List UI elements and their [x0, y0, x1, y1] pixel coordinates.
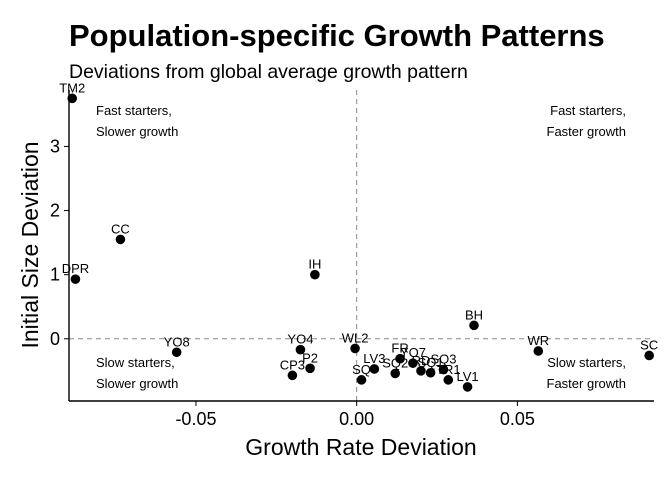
data-point-label: P2: [302, 350, 318, 365]
data-point-label: FR: [391, 341, 408, 356]
axes: [68, 90, 654, 402]
quadrant-labels: Fast starters, Slower growth Fast starters…: [96, 103, 626, 391]
data-point: [462, 382, 473, 392]
data-point: [356, 375, 367, 385]
data-point: [443, 375, 454, 385]
data-point: [305, 363, 315, 374]
data-point-label: YO4: [287, 332, 313, 347]
data-point-label: WL2: [342, 330, 369, 345]
quadrant-label-top-left: Fast starters,: [96, 103, 172, 118]
data-point-label: IH: [308, 257, 321, 272]
quadrant-label-bottom-left: Slow starters,: [96, 355, 175, 370]
quadrant-label-bottom-right: Faster growth: [547, 376, 626, 391]
quadrant-label-bottom-left: Slower growth: [96, 376, 178, 391]
data-point-label: WR: [527, 333, 549, 348]
data-point: [369, 364, 380, 374]
y-axis-ticks: 0 1 2 3: [50, 136, 69, 349]
data-point: [408, 358, 418, 368]
data-point: [287, 370, 298, 381]
data-point: [395, 353, 405, 364]
data-points: [67, 93, 654, 392]
quadrant-label-top-right: Faster growth: [547, 124, 626, 139]
x-tick-label: -0.05: [175, 409, 216, 429]
x-axis-title: Growth Rate Deviation: [245, 434, 476, 460]
data-point-label: LV3: [363, 351, 385, 366]
data-point-label: LV1: [456, 369, 478, 384]
data-point: [533, 346, 544, 356]
y-tick-label: 3: [50, 136, 60, 156]
data-point: [438, 364, 449, 375]
data-point: [425, 367, 436, 378]
data-point: [67, 93, 78, 104]
data-point-label: YO8: [164, 334, 190, 349]
data-point-label: CP3: [280, 357, 305, 372]
data-point-label: TR1: [436, 362, 461, 377]
chart-subtitle: Deviations from global average growth pa…: [69, 61, 468, 83]
data-point: [295, 344, 306, 355]
x-axis-ticks: -0.05 0.00 0.05: [175, 401, 535, 429]
quadrant-label-bottom-right: Slow starters,: [547, 355, 626, 370]
y-tick-label: 2: [50, 201, 60, 221]
data-point-label: SQ2: [382, 355, 408, 370]
data-point-label: RD: [412, 353, 431, 368]
x-tick-label: 0.05: [500, 409, 535, 429]
y-axis-title: Initial Size Deviation: [17, 141, 43, 348]
reference-lines: [69, 90, 654, 401]
data-point: [390, 368, 401, 379]
data-point-label: BH: [465, 307, 483, 322]
data-point: [416, 366, 426, 376]
data-point-label: SQ1: [418, 355, 444, 370]
data-point: [350, 343, 360, 354]
data-point: [171, 347, 182, 358]
data-point-label: TM2: [59, 80, 85, 95]
data-point-label: SQ: [352, 362, 371, 377]
data-point: [469, 320, 479, 331]
data-point: [115, 234, 126, 245]
quadrant-label-top-right: Fast starters,: [550, 103, 626, 118]
data-point-label: SQ3: [430, 352, 456, 367]
chart-title: Population-specific Growth Patterns: [69, 18, 605, 53]
x-tick-label: 0.00: [339, 409, 374, 429]
data-point: [310, 269, 320, 280]
data-point-label: YO7: [400, 345, 426, 360]
y-tick-label: 0: [50, 329, 60, 349]
data-point-label: CC: [111, 221, 130, 236]
data-point-label: DPR: [62, 261, 89, 276]
data-point-label: SC: [640, 337, 658, 352]
quadrant-label-top-left: Slower growth: [96, 124, 178, 139]
data-point: [644, 350, 654, 361]
y-tick-label: 1: [50, 265, 60, 285]
data-point: [70, 274, 81, 284]
